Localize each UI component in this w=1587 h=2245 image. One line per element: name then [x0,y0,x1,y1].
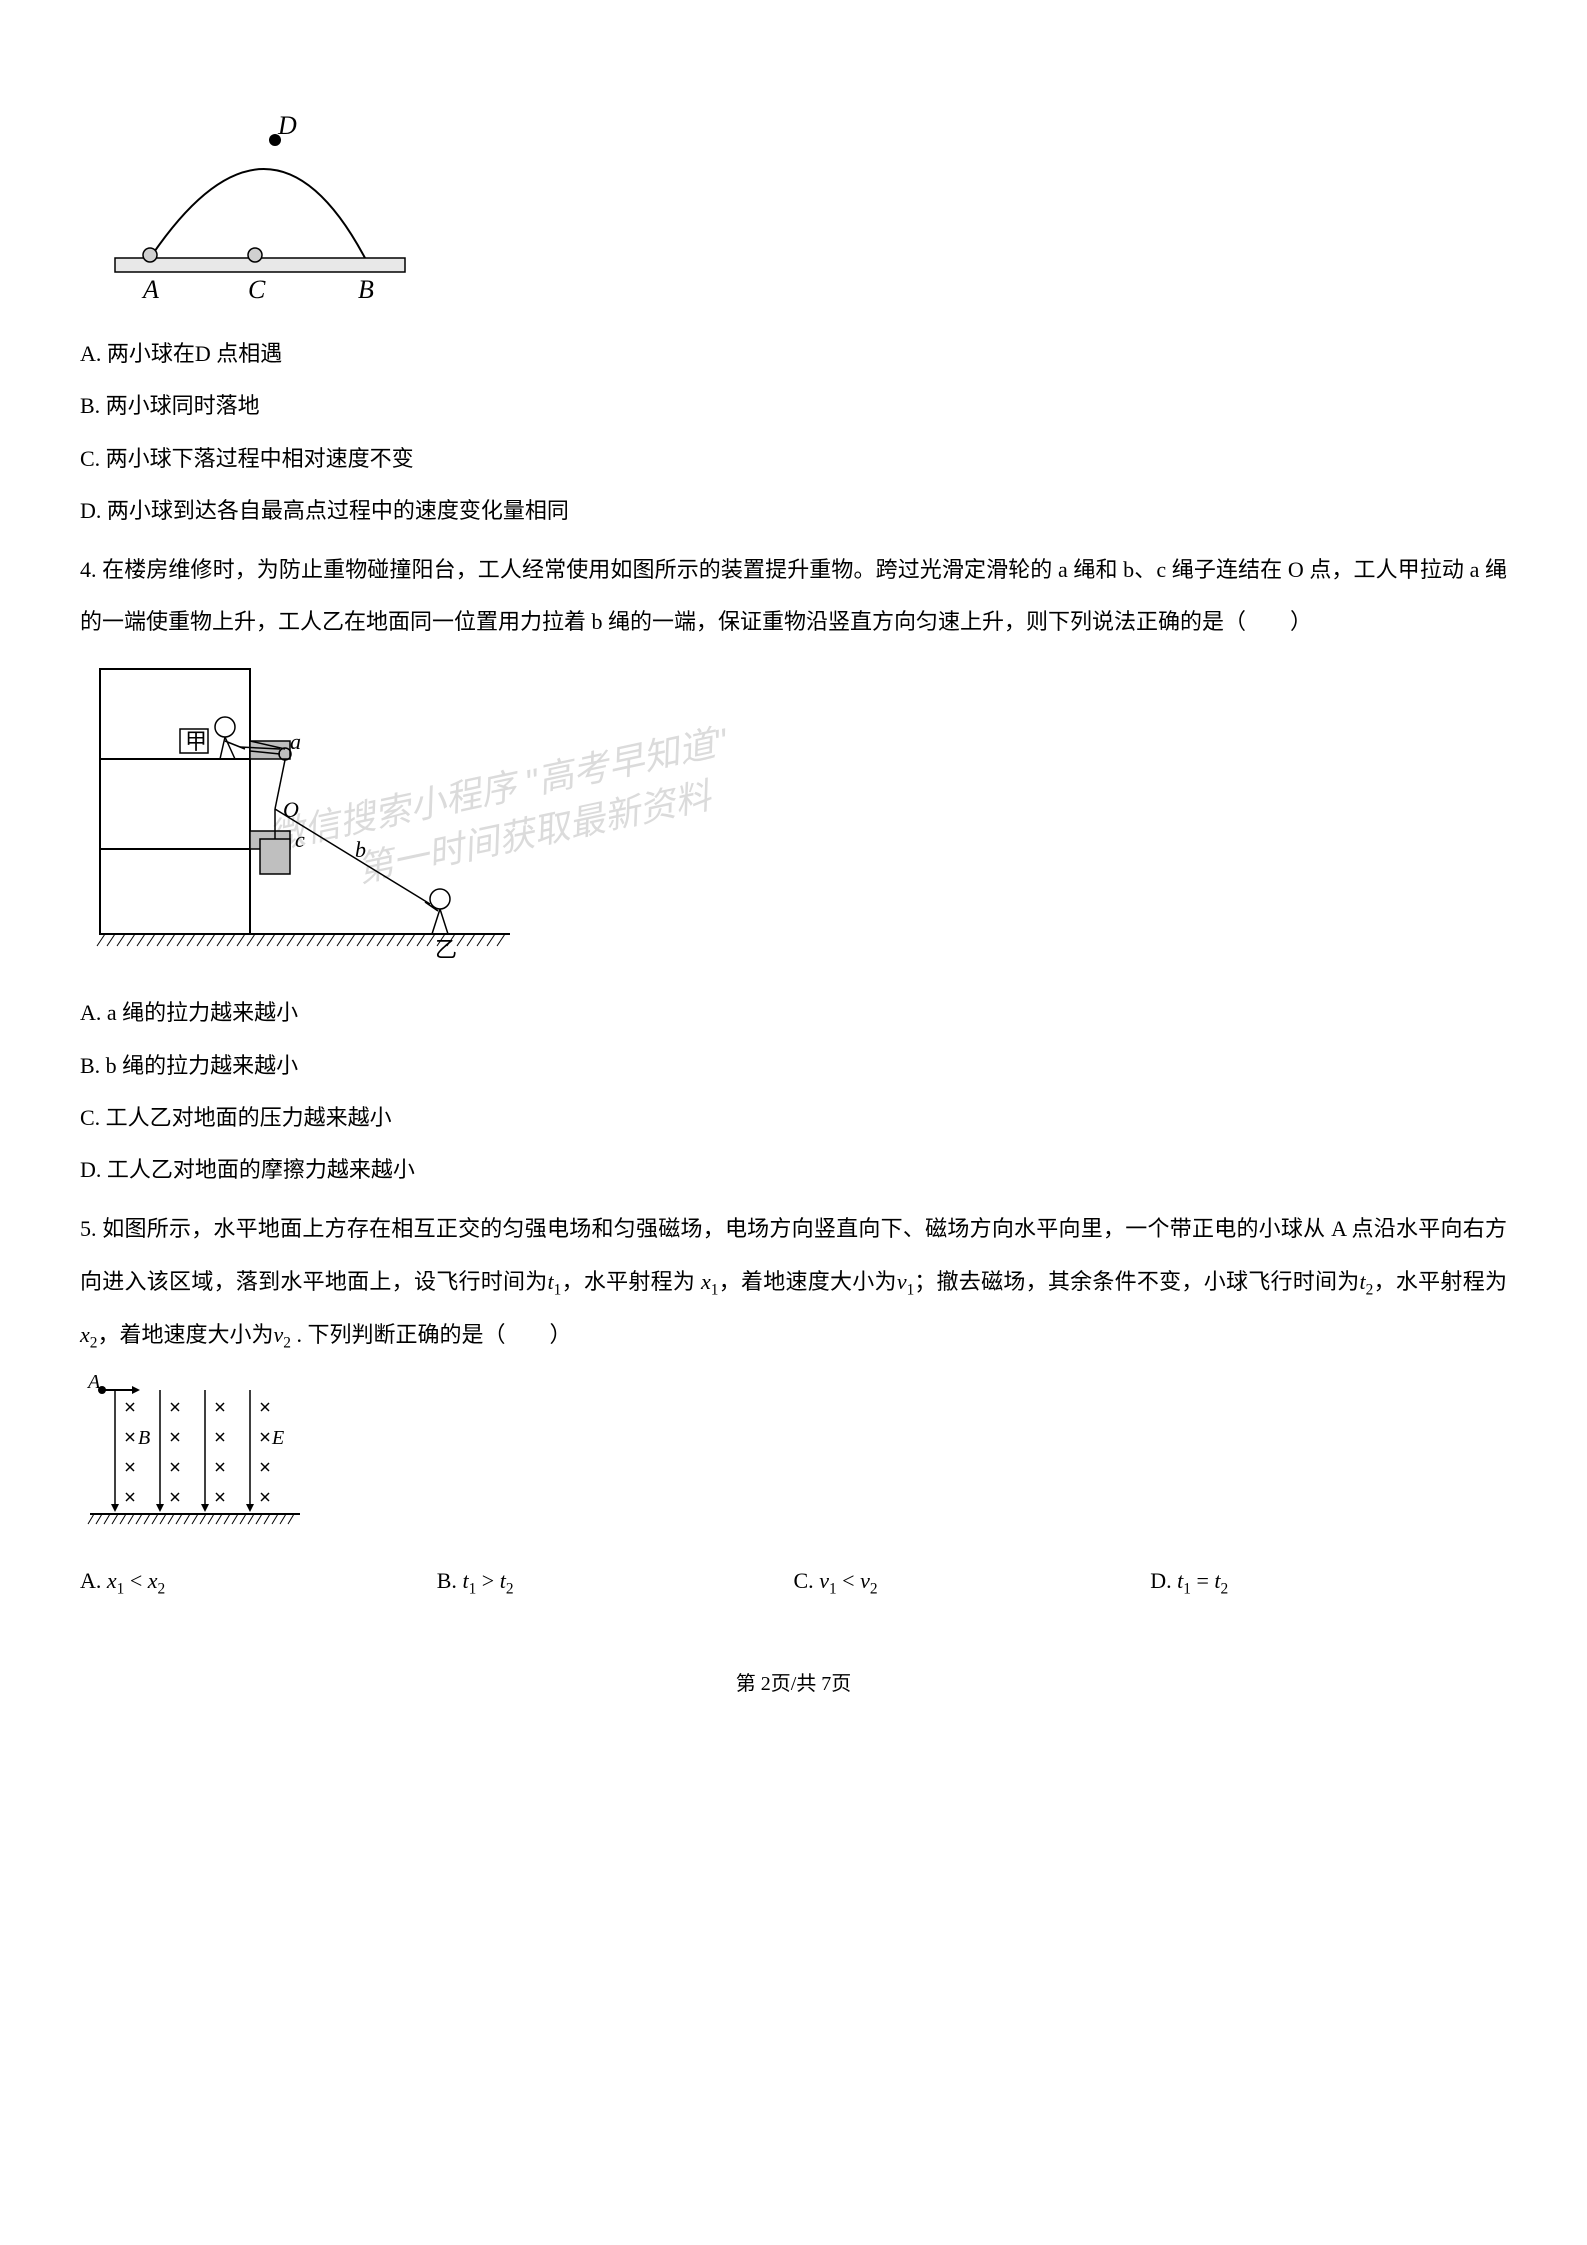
figure-q3-svg: A C B D [110,110,410,310]
q5-option-B: B. t1 > t2 [437,1557,794,1606]
label-b: b [355,837,366,862]
label-C: C [248,275,266,304]
q5-text: 5. 如图所示，水平地面上方存在相互正交的匀强电场和匀强磁场，电场方向竖直向下、… [80,1203,1507,1363]
q3-option-D: D. 两小球到达各自最高点过程中的速度变化量相同 [80,487,1507,535]
q5-t-2: ，水平射程为 [561,1269,701,1294]
q5-A-rhs: x [148,1568,158,1593]
q4-text: 4. 在楼房维修时，为防止重物碰撞阳台，工人经常使用如图所示的装置提升重物。跨过… [80,544,1507,650]
figure-q5: A [80,1372,1507,1537]
q5-x1: x [701,1269,711,1294]
q5-D-op: = [1191,1568,1214,1593]
label-B5: B [138,1427,150,1449]
q4-option-A: A. a 绳的拉力越来越小 [80,989,1507,1037]
q5-D-prefix: D. [1150,1568,1177,1593]
label-A: A [141,275,159,304]
q5-v2sub: 2 [283,1334,291,1351]
q5-A-rsub: 2 [158,1581,166,1598]
q5-x2: x [80,1322,90,1347]
q4-option-C: C. 工人乙对地面的压力越来越小 [80,1094,1507,1142]
q3-option-A: A. 两小球在D 点相遇 [80,330,1507,378]
q5-t-5: ，水平射程为 [1373,1269,1507,1294]
q5-t-3: ，着地速度大小为 [718,1269,896,1294]
q5-v2: v [273,1322,283,1347]
ground-hatch-5 [88,1514,294,1524]
label-D: D [277,111,297,140]
figure-q4-svg: 微信搜索小程序 "高考早知道" 第一时间获取最新资料 甲 a O [80,659,880,969]
q5-t-6: ，着地速度大小为 [97,1322,273,1347]
label-c: c [295,827,305,852]
q3-option-C: C. 两小球下落过程中相对速度不变 [80,435,1507,483]
label-a: a [290,729,301,754]
q5-C-lsub: 1 [829,1581,837,1598]
bfield-crosses [126,1403,269,1501]
q5-t-7: . 下列判断正确的是（ ） [291,1322,572,1347]
q5-options-row: A. x1 < x2 B. t1 > t2 C. v1 < v2 D. t1 =… [80,1557,1507,1606]
figure-q3: A C B D [110,110,1507,310]
q5-v1: v [897,1269,907,1294]
q5-B-rsub: 2 [506,1581,514,1598]
q5-C-op: < [837,1568,860,1593]
q5-A-op: < [124,1568,147,1593]
q5-C-rhs: v [860,1568,870,1593]
q5-option-C: C. v1 < v2 [794,1557,1151,1606]
q5-A-lhs: x [107,1568,117,1593]
q5-C-rsub: 2 [870,1581,878,1598]
label-E5: E [271,1427,284,1449]
q5-B-op: > [476,1568,499,1593]
q4-option-B: B. b 绳的拉力越来越小 [80,1042,1507,1090]
label-B: B [358,275,374,304]
figure-q5-svg: A [80,1372,310,1537]
label-jia: 甲 [185,729,207,754]
label-A5: A [86,1372,101,1393]
q5-A-prefix: A. [80,1568,107,1593]
q5-C-prefix: C. [794,1568,820,1593]
page-content: A C B D A. 两小球在D 点相遇 B. 两小球同时落地 C. 两小球下落… [80,110,1507,1696]
q5-D-rsub: 2 [1221,1581,1229,1598]
q5-option-D: D. t1 = t2 [1150,1557,1507,1606]
q5-option-A: A. x1 < x2 [80,1557,437,1606]
q3-option-B: B. 两小球同时落地 [80,382,1507,430]
q5-B-prefix: B. [437,1568,463,1593]
q4-option-D: D. 工人乙对地面的摩擦力越来越小 [80,1146,1507,1194]
q5-t-4: ；撤去磁场，其余条件不变，小球飞行时间为 [914,1269,1359,1294]
figure-q4: 微信搜索小程序 "高考早知道" 第一时间获取最新资料 甲 a O [80,659,1507,969]
page-footer: 第 2页/共 7页 [80,1667,1507,1696]
label-yi: 乙 [435,937,457,962]
q5-D-lsub: 1 [1183,1581,1191,1598]
q5-C-lhs: v [819,1568,829,1593]
